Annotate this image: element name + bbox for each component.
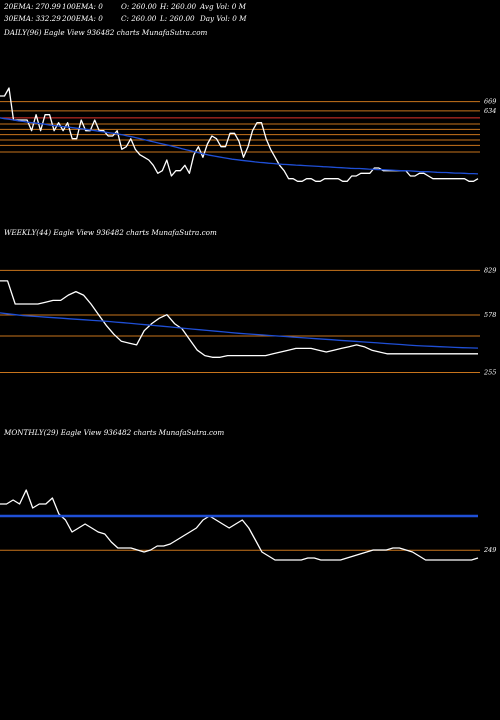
header-ema200: 200EMA: 0 xyxy=(62,14,103,23)
monthly-panel-title: MONTHLY(29) Eagle View 936482 charts Mun… xyxy=(4,428,225,437)
weekly-panel-title: WEEKLY(44) Eagle View 936482 charts Muna… xyxy=(4,228,217,237)
monthly-level-label: 249 xyxy=(483,546,496,554)
header-ema100: 100EMA: 0 xyxy=(62,2,103,11)
daily-level-label: 634 xyxy=(484,107,496,115)
header-avgvol: Avg Vol: 0 M xyxy=(200,2,246,11)
weekly-level-label: 829 xyxy=(484,266,496,274)
daily-ema-line xyxy=(0,117,479,175)
monthly-price-line xyxy=(0,489,479,561)
daily-level-label: 669 xyxy=(484,98,496,106)
weekly-level-label: 255 xyxy=(483,368,496,376)
header-close: C: 260.00 xyxy=(121,14,157,23)
header-ema20: 20EMA: 270.99 xyxy=(4,2,61,11)
header-high: H: 260.00 xyxy=(160,2,197,11)
header-dayvol: Day Vol: 0 M xyxy=(200,14,247,23)
daily-panel-title: DAILY(96) Eagle View 936482 charts Munaf… xyxy=(4,28,208,37)
header-low: L: 260.00 xyxy=(160,14,195,23)
header-ema30: 30EMA: 332.29 xyxy=(4,14,61,23)
weekly-price-line xyxy=(0,280,478,358)
header-open: O: 260.00 xyxy=(121,2,157,11)
weekly-level-label: 578 xyxy=(484,311,496,319)
weekly-ema-line xyxy=(0,312,479,349)
